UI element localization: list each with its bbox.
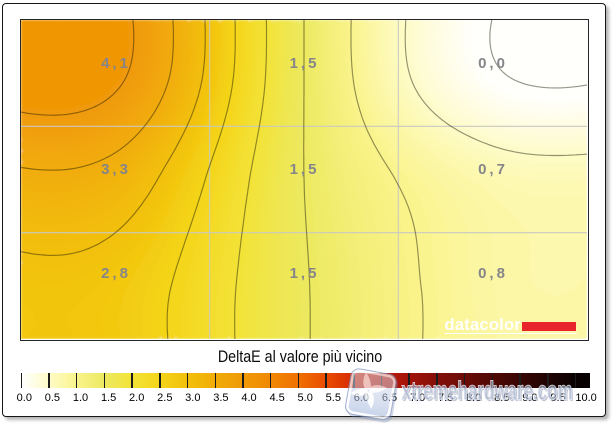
svg-text:xtremehardware.com: xtremehardware.com (403, 379, 574, 407)
svg-text:xtremehardware.com: xtremehardware.com (402, 378, 573, 406)
